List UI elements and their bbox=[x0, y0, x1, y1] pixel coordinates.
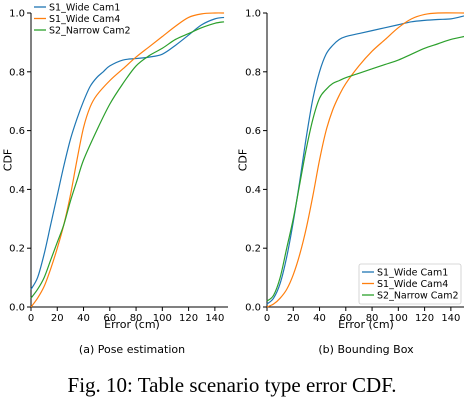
series-line-2 bbox=[30, 12, 225, 308]
x-tick-label: 20 bbox=[287, 313, 300, 324]
y-tick-label: 1.0 bbox=[9, 9, 25, 20]
y-tick-label: 0.0 bbox=[245, 303, 261, 314]
x-tick-label: 140 bbox=[205, 313, 224, 324]
y-tick-label: 0.8 bbox=[9, 67, 25, 78]
series-line-1 bbox=[30, 16, 225, 290]
x-tick-label: 40 bbox=[313, 313, 326, 324]
x-axis-label: Error (cm) bbox=[104, 318, 160, 331]
legend-label: S2_Narrow Cam2 bbox=[377, 291, 459, 302]
y-axis-label: CDF bbox=[2, 149, 15, 171]
subplot-caption: (b) Bounding Box bbox=[318, 343, 414, 356]
y-tick-label: 0.8 bbox=[245, 67, 261, 78]
x-tick-label: 0 bbox=[264, 313, 270, 324]
x-tick-label: 80 bbox=[130, 313, 143, 324]
series-line-3 bbox=[30, 21, 225, 299]
y-tick-label: 0.6 bbox=[245, 126, 261, 137]
y-tick-label: 0.2 bbox=[9, 244, 25, 255]
series-line-1 bbox=[266, 15, 464, 305]
y-tick-label: 0.4 bbox=[245, 185, 261, 196]
x-tick-label: 80 bbox=[366, 313, 379, 324]
x-tick-label: 100 bbox=[389, 313, 408, 324]
legend-label: S1_Wide Cam4 bbox=[49, 14, 120, 25]
x-tick-label: 60 bbox=[339, 313, 352, 324]
legend-label: S1_Wide Cam1 bbox=[377, 268, 448, 279]
series-line-2 bbox=[266, 12, 464, 308]
x-tick-label: 140 bbox=[441, 313, 460, 324]
legend-box bbox=[358, 263, 462, 305]
x-axis-label: Error (cm) bbox=[338, 318, 394, 331]
legend-label: S1_Wide Cam4 bbox=[377, 279, 448, 290]
legend-label: S1_Wide Cam1 bbox=[49, 3, 120, 14]
y-tick-label: 0.6 bbox=[9, 126, 25, 137]
chart-bounding-box: 0 20 40 60 80 100 120 140 0.0 0.2 0.4 0.6 0.8 1.0 Erro… bbox=[237, 9, 464, 356]
y-tick-label: 0.0 bbox=[9, 303, 25, 314]
x-tick-label: 100 bbox=[153, 313, 172, 324]
chart-pose-estimation: 0 20 40 60 80 100 120 140 0.0 0.2 0.4 0.6 0.8 1.0 Erro… bbox=[2, 3, 228, 356]
y-axis-label: CDF bbox=[237, 149, 250, 171]
subplot-caption: (a) Pose estimation bbox=[79, 343, 185, 356]
x-tick-label: 120 bbox=[179, 313, 198, 324]
x-tick-label: 60 bbox=[103, 313, 116, 324]
x-tick-label: 0 bbox=[28, 313, 34, 324]
y-tick-label: 0.4 bbox=[9, 185, 25, 196]
series-line-3 bbox=[266, 35, 464, 302]
x-tick-label: 20 bbox=[51, 313, 64, 324]
x-tick-label: 40 bbox=[77, 313, 90, 324]
figure-caption: Fig. 10: Table scenario type error CDF. bbox=[68, 373, 397, 397]
y-tick-label: 1.0 bbox=[245, 9, 261, 20]
x-tick-label: 120 bbox=[415, 313, 434, 324]
y-tick-label: 0.2 bbox=[245, 244, 261, 255]
legend-label: S2_Narrow Cam2 bbox=[49, 26, 131, 37]
